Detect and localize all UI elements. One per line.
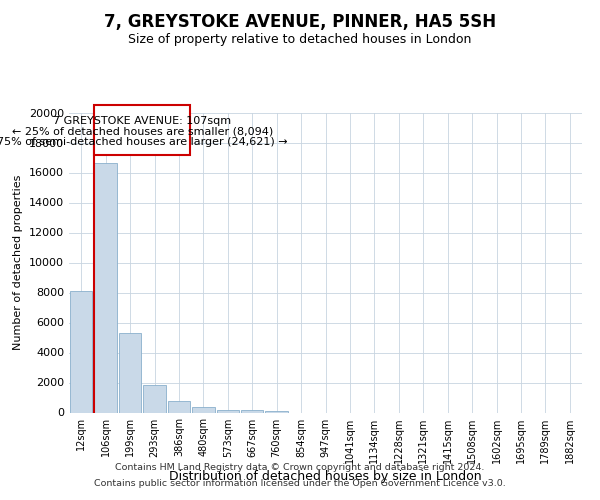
Text: Size of property relative to detached houses in London: Size of property relative to detached ho… [128, 32, 472, 46]
Text: 75% of semi-detached houses are larger (24,621) →: 75% of semi-detached houses are larger (… [0, 136, 287, 146]
Text: 7, GREYSTOKE AVENUE, PINNER, HA5 5SH: 7, GREYSTOKE AVENUE, PINNER, HA5 5SH [104, 12, 496, 30]
Bar [265, 411, 288, 412]
Y-axis label: Number of detached properties: Number of detached properties [13, 175, 23, 350]
Bar [143, 385, 166, 412]
Bar [192, 407, 215, 412]
FancyBboxPatch shape [94, 105, 190, 154]
Text: Contains public sector information licensed under the Open Government Licence v3: Contains public sector information licen… [94, 478, 506, 488]
Bar [167, 400, 190, 412]
Text: ← 25% of detached houses are smaller (8,094): ← 25% of detached houses are smaller (8,… [11, 126, 273, 136]
Text: 7 GREYSTOKE AVENUE: 107sqm: 7 GREYSTOKE AVENUE: 107sqm [53, 116, 232, 126]
Bar [94, 163, 117, 412]
Bar [119, 333, 142, 412]
Bar [241, 410, 263, 412]
Bar [70, 291, 92, 412]
Bar [217, 410, 239, 412]
X-axis label: Distribution of detached houses by size in London: Distribution of detached houses by size … [169, 470, 482, 483]
Text: Contains HM Land Registry data © Crown copyright and database right 2024.: Contains HM Land Registry data © Crown c… [115, 464, 485, 472]
